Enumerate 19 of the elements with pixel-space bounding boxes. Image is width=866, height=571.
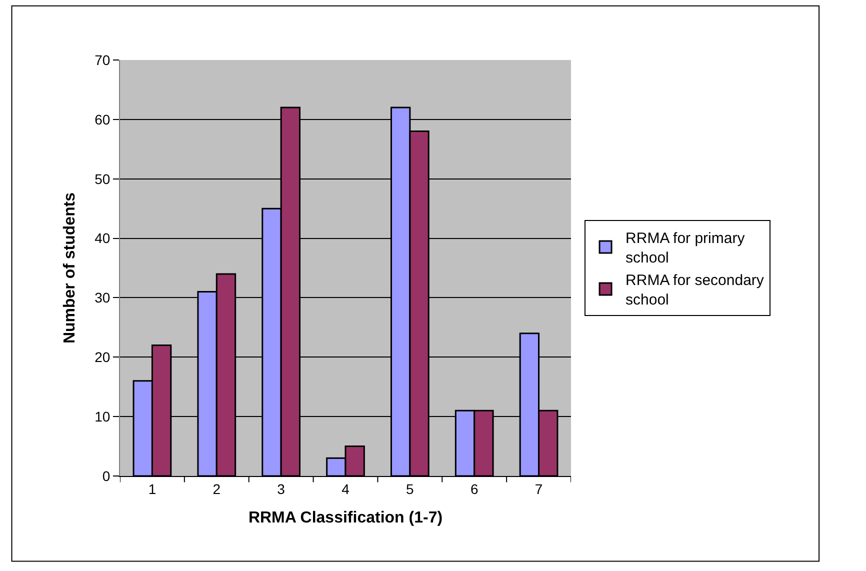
y-tick-label: 70 bbox=[94, 52, 110, 68]
y-tick-label: 50 bbox=[94, 170, 110, 187]
x-tick-label: 4 bbox=[342, 480, 350, 497]
y-tick-label: 10 bbox=[94, 408, 110, 424]
y-tick-label: 0 bbox=[102, 468, 110, 484]
legend-label: RRMA for secondary school bbox=[626, 272, 764, 309]
x-tick-label: 7 bbox=[534, 480, 543, 497]
x-axis-title: RRMA Classification (1-7) bbox=[248, 510, 443, 526]
x-tick-label: 2 bbox=[212, 480, 221, 497]
x-tick-label: 3 bbox=[277, 480, 286, 497]
x-tick-label: 6 bbox=[470, 480, 478, 497]
y-tick-label: 20 bbox=[94, 349, 110, 366]
legend-label: RRMA for primary school bbox=[626, 230, 746, 267]
x-tick-label: 1 bbox=[148, 480, 156, 497]
y-tick-label: 30 bbox=[94, 290, 110, 306]
y-axis-title: Number of students bbox=[62, 192, 79, 344]
x-tick-label: 5 bbox=[406, 480, 414, 497]
y-tick-label: 40 bbox=[94, 230, 110, 246]
y-tick-label: 60 bbox=[94, 111, 110, 128]
